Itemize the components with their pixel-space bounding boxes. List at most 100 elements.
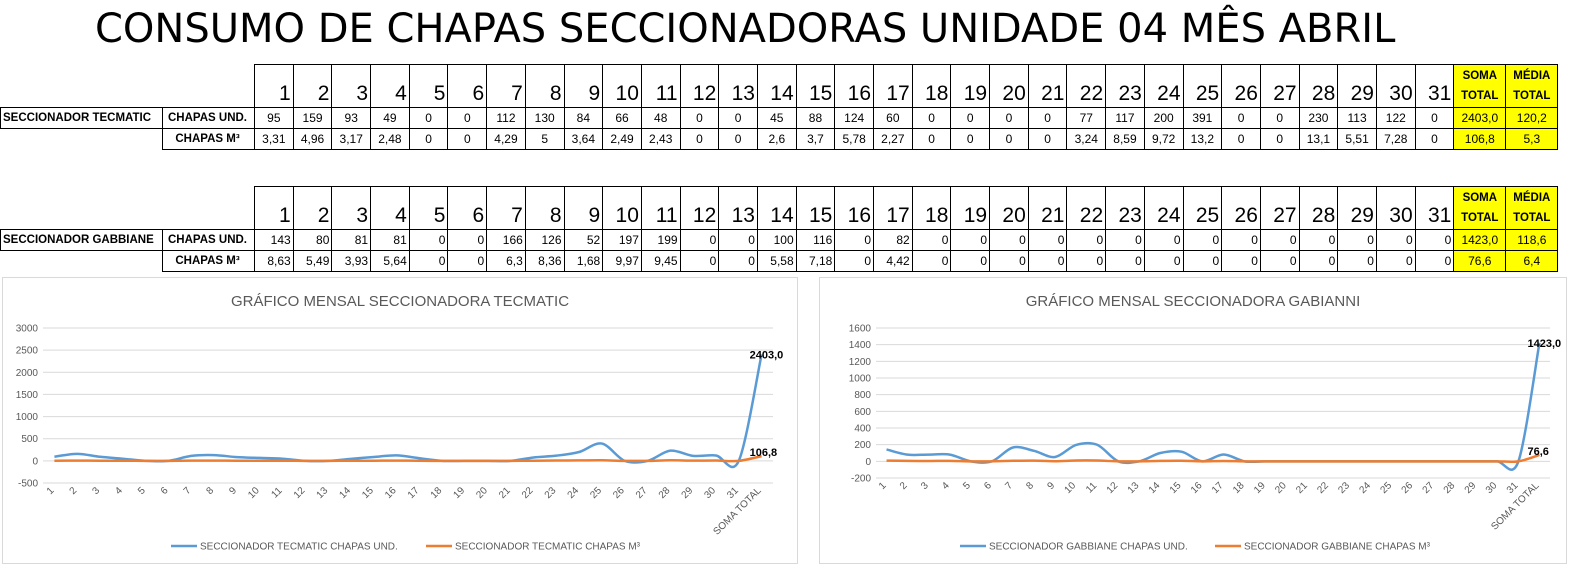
- day-header: 22: [1066, 186, 1107, 230]
- x-tick-label: 28: [657, 485, 673, 501]
- value-cell: 113: [1337, 107, 1377, 129]
- day-header: 1: [254, 186, 294, 230]
- day-header: 27: [1259, 64, 1300, 108]
- day-header: 18: [911, 186, 952, 230]
- x-tick-label: 15: [360, 485, 376, 501]
- x-tick-label: 27: [1421, 480, 1437, 496]
- value-cell: 88: [795, 107, 836, 129]
- day-header: 19: [950, 186, 991, 230]
- value-cell: 100: [756, 229, 797, 251]
- x-tick-label: 9: [1045, 480, 1057, 492]
- x-tick-label: 13: [1126, 480, 1142, 496]
- value-cell: 0: [1414, 128, 1455, 150]
- day-header: 11: [640, 64, 681, 108]
- value-cell: 0: [1337, 250, 1377, 272]
- day-header: 9: [563, 64, 604, 108]
- day-header: 27: [1259, 186, 1300, 230]
- value-cell: 3,93: [331, 250, 372, 272]
- day-header: 18: [911, 64, 952, 108]
- x-tick-label: 5: [961, 480, 973, 492]
- value-cell: 0: [911, 250, 952, 272]
- day-header: 13: [718, 64, 758, 108]
- value-cell: 0: [1259, 128, 1300, 150]
- day-header: 5: [408, 64, 449, 108]
- table-row: CHAPAS M³ 3,31 4,96 3,17 2,48 0 0 4,29 5 3,64 2,49…: [1, 128, 1559, 150]
- value-cell: 2,27: [873, 128, 913, 150]
- header-line: TOTAL: [1461, 212, 1499, 224]
- value-cell: 0: [1414, 107, 1455, 129]
- value-cell: 5,64: [370, 250, 410, 272]
- day-header: 16: [834, 64, 874, 108]
- day-header: 22: [1066, 64, 1107, 108]
- data-label: 2403,0: [750, 349, 784, 361]
- media-total-cell: 120,2: [1505, 107, 1559, 129]
- x-tick-label: 25: [588, 485, 604, 501]
- day-header: 21: [1027, 64, 1068, 108]
- value-cell: 7,18: [795, 250, 836, 272]
- value-cell: 0: [1221, 107, 1261, 129]
- legend-label: SECCIONADOR TECMATIC CHAPAS UND.: [200, 542, 398, 553]
- y-tick-label: 1500: [16, 390, 39, 401]
- x-tick-label: 7: [182, 485, 194, 497]
- day-header: 25: [1182, 64, 1223, 108]
- value-cell: 84: [563, 107, 604, 129]
- value-cell: 0: [408, 229, 449, 251]
- tecmatic-table: 1 2 3 4 5 6 7 8 9 10 11 12 13 14 15 16 17 18 19 20 21 22 23 24 2…: [0, 64, 1559, 150]
- x-tick-label: 21: [1294, 480, 1310, 496]
- x-tick-label: 3: [919, 480, 931, 492]
- value-cell: 0: [1027, 250, 1068, 272]
- day-header: 4: [370, 64, 410, 108]
- data-label: 76,6: [1527, 446, 1548, 458]
- value-cell: 130: [524, 107, 565, 129]
- header-line: TOTAL: [1513, 212, 1551, 224]
- value-cell: 8,63: [254, 250, 294, 272]
- blank-cell: [163, 65, 255, 108]
- value-cell: 0: [1066, 229, 1107, 251]
- header-line: SOMA: [1462, 192, 1498, 204]
- data-label: 106,8: [750, 447, 778, 459]
- day-header: 31: [1414, 64, 1455, 108]
- day-header: 6: [447, 64, 488, 108]
- row-label: CHAPAS UND.: [162, 229, 255, 251]
- machine-label: SECCIONADOR GABBIANE: [0, 229, 163, 251]
- value-cell: 0: [950, 250, 991, 272]
- day-header: 30: [1375, 186, 1416, 230]
- value-cell: 9,72: [1143, 128, 1184, 150]
- day-header: 14: [756, 186, 797, 230]
- header-line: MÉDIA: [1513, 192, 1551, 204]
- value-cell: 0: [950, 128, 991, 150]
- table-row: SECCIONADOR TECMATIC CHAPAS UND. 95 159 93 49…: [0, 107, 1559, 129]
- x-tick-label: 12: [1105, 480, 1121, 496]
- value-cell: 199: [640, 229, 681, 251]
- value-cell: 52: [563, 229, 604, 251]
- x-tick-label: 16: [383, 485, 399, 501]
- x-tick-label: 24: [1357, 480, 1373, 496]
- day-header: 12: [679, 186, 720, 230]
- x-tick-label: 9: [227, 485, 239, 497]
- x-tick-label: 6: [159, 485, 171, 497]
- value-cell: 48: [640, 107, 681, 129]
- row-label: CHAPAS M³: [162, 128, 255, 150]
- x-tick-label: 1: [877, 480, 889, 492]
- value-cell: 143: [254, 229, 294, 251]
- value-cell: 0: [1027, 229, 1068, 251]
- x-tick-label: 29: [680, 485, 696, 501]
- value-cell: 0: [1298, 250, 1339, 272]
- day-header: 10: [602, 64, 642, 108]
- value-cell: 0: [1027, 107, 1068, 129]
- day-header: 10: [602, 186, 642, 230]
- table-row: CHAPAS M³ 8,63 5,49 3,93 5,64 0 0 6,3 8,36 1,68 9,…: [1, 250, 1559, 272]
- value-cell: 0: [911, 229, 952, 251]
- x-tick-label: 19: [452, 485, 468, 501]
- legend-label: SECCIONADOR TECMATIC CHAPAS M³: [455, 542, 641, 553]
- x-tick-label: 10: [1063, 480, 1079, 496]
- header-line: SOMA: [1462, 70, 1498, 82]
- day-header: 5: [408, 186, 449, 230]
- data-label: 1423,0: [1527, 338, 1561, 350]
- value-cell: 391: [1182, 107, 1223, 129]
- x-tick-label: 30: [1484, 480, 1500, 496]
- blank-cell: [163, 187, 255, 230]
- x-tick-label: 8: [1024, 480, 1036, 492]
- value-cell: 0: [1143, 229, 1184, 251]
- day-header: 20: [989, 64, 1029, 108]
